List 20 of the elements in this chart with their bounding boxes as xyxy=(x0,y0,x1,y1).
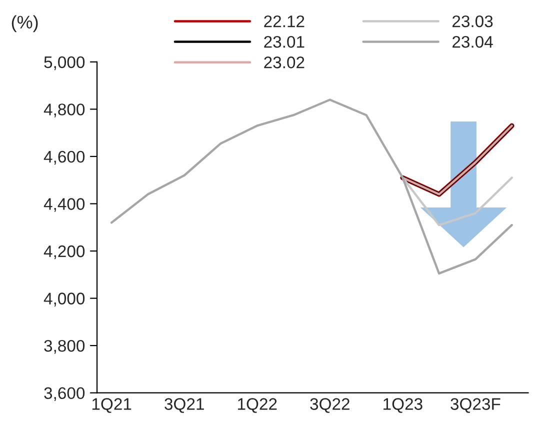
legend-label: 23.02 xyxy=(264,56,304,68)
y-tick-label: 3,800 xyxy=(44,340,85,354)
y-tick-label: 4,000 xyxy=(44,292,85,306)
x-tick-label: 1Q21 xyxy=(92,398,132,413)
y-tick-label: 3,600 xyxy=(44,387,85,402)
legend-label: 23.01 xyxy=(264,36,304,48)
y-tick-label: 4,800 xyxy=(44,104,85,118)
y-tick-label: 4,400 xyxy=(44,198,85,212)
y-tick-label: 5,000 xyxy=(44,56,85,70)
x-tick-label: 3Q23F xyxy=(450,398,500,413)
legend-label: 23.03 xyxy=(452,15,493,28)
legend-label: 22.12 xyxy=(264,15,304,28)
y-tick-label: 4,600 xyxy=(44,150,85,165)
x-tick-label: 1Q22 xyxy=(238,398,277,413)
y-axis-title: (%) xyxy=(12,15,38,32)
x-tick-label: 1Q23 xyxy=(384,398,422,413)
legend-label: 23.04 xyxy=(452,36,493,48)
x-tick-label: 3Q22 xyxy=(310,398,350,413)
x-tick-label: 3Q21 xyxy=(164,398,204,413)
y-tick-label: 4,200 xyxy=(44,245,85,260)
